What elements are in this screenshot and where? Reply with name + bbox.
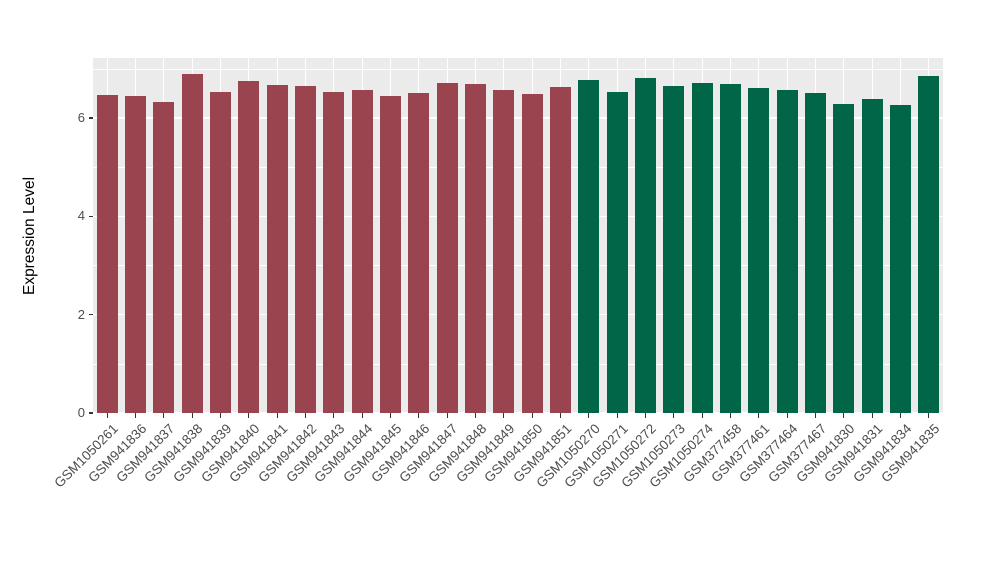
x-tick-mark [531,413,533,418]
x-tick-mark [219,413,222,418]
bar [804,93,827,413]
bar [833,104,855,413]
x-tick-mark [786,413,788,418]
x-tick-mark [106,413,108,418]
x-tick-mark [616,413,618,418]
bar [521,94,543,413]
x-tick-mark [134,413,137,418]
y-tick-mark [88,412,93,414]
x-tick-mark [361,413,363,418]
x-tick-mark [389,413,392,418]
bar [634,78,657,413]
x-tick-mark [871,413,873,418]
bar [379,96,402,413]
x-tick-mark [644,413,647,418]
bar [691,82,713,413]
bar [663,86,685,413]
bar [181,73,203,413]
bar [323,92,345,413]
bar [776,90,798,413]
minor-gridline [93,166,943,168]
bar [606,92,628,413]
bar [408,93,430,413]
y-tick-label: 0 [77,405,85,420]
x-tick-mark [163,413,165,418]
major-gridline [93,215,943,217]
x-tick-mark [559,413,562,418]
minor-gridline [93,68,943,70]
y-tick-mark [88,117,93,119]
bar [238,80,260,413]
bar [209,92,232,413]
x-tick-mark [248,413,250,418]
minor-gridline [93,363,943,365]
y-axis-title: Expression Level [21,176,38,295]
bar [96,94,118,413]
bar [918,76,940,413]
y-tick-mark [88,215,93,217]
x-tick-mark [418,413,420,418]
x-tick-mark [673,413,675,418]
bar [889,105,912,413]
bar [748,87,770,413]
x-tick-mark [588,413,590,418]
bar [436,83,458,413]
x-tick-mark [446,413,448,418]
y-tick-mark [88,314,93,316]
x-tick-mark [503,413,505,418]
bar [861,98,883,413]
y-tick-label: 4 [77,208,85,224]
bar [153,101,175,413]
bar [124,96,147,413]
minor-gridline [93,265,943,266]
x-tick-mark [814,413,817,418]
major-gridline [93,314,943,316]
x-tick-mark [843,413,845,418]
x-tick-mark [758,413,760,418]
x-tick-mark [304,413,307,418]
bar [719,84,742,413]
x-tick-mark [333,413,335,418]
major-gridline [93,117,943,119]
bar [549,86,572,413]
y-tick-label: 2 [77,306,85,322]
bar [493,89,515,413]
major-gridline [93,411,943,413]
y-tick-label: 6 [77,110,85,125]
bar [464,84,487,413]
x-tick-mark [729,413,732,418]
plot-panel [93,58,943,413]
x-tick-mark [701,413,703,418]
x-tick-mark [276,413,278,418]
bar [578,79,600,413]
x-tick-mark [191,413,193,418]
x-tick-mark [899,413,902,418]
bar [266,85,288,413]
bar [294,85,317,413]
bar [351,90,373,413]
x-tick-mark [928,413,930,418]
x-tick-mark [474,413,477,418]
